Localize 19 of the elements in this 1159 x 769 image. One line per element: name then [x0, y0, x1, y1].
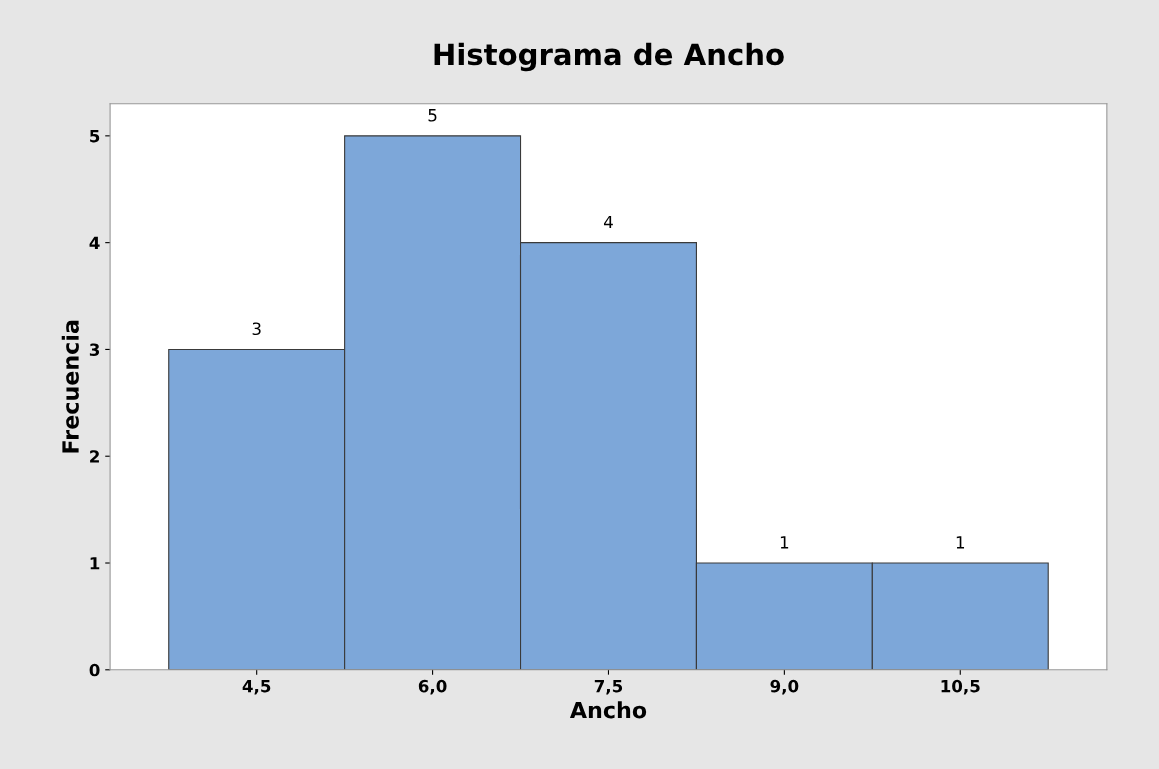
y-tick-label: 1 — [90, 557, 100, 570]
y-tick-label: 2 — [90, 450, 99, 463]
data-label: 1 — [780, 536, 789, 549]
x-tick-label: 10,5 — [941, 679, 980, 695]
x-axis-title: Ancho — [569, 701, 647, 719]
chart-title: Histograma de Ancho — [434, 42, 784, 72]
data-label: 4 — [603, 215, 613, 229]
data-label: 5 — [428, 109, 437, 122]
data-label: 1 — [956, 536, 965, 549]
y-axis-title: Frecuencia — [61, 320, 79, 453]
data-label: 3 — [252, 322, 261, 336]
x-tick-label: 7,5 — [594, 680, 623, 695]
y-tick-label: 4 — [89, 236, 100, 249]
x-tick-label: 4,5 — [242, 680, 271, 695]
y-tick-label: 0 — [89, 663, 100, 677]
x-tick-label: 6,0 — [418, 679, 447, 695]
y-tick-label: 3 — [89, 343, 100, 356]
y-tick-label: 5 — [90, 130, 100, 143]
x-tick-label: 9,0 — [770, 679, 799, 695]
